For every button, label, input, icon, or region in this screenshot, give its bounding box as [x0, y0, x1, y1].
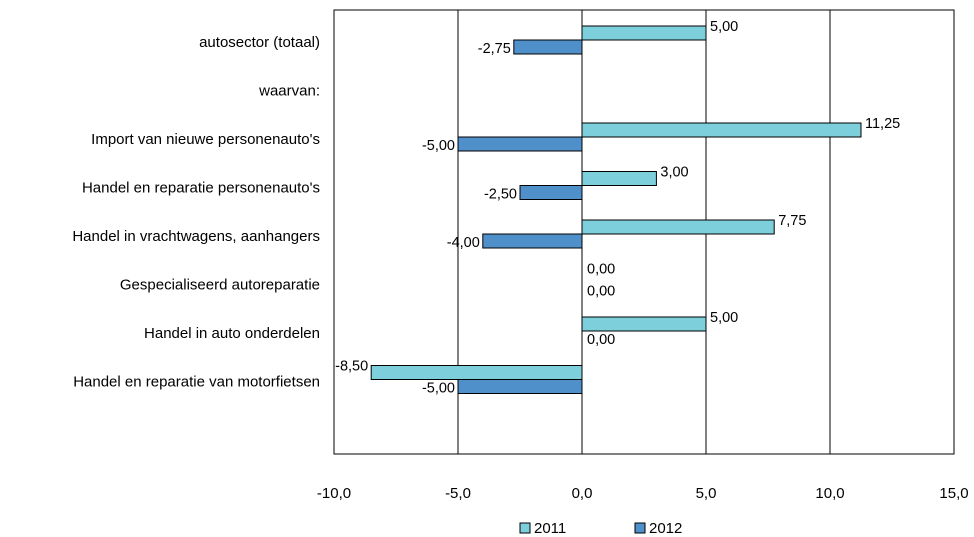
data-label: -5,00 — [422, 381, 455, 397]
data-label: -5,00 — [422, 138, 455, 154]
bar-2011 — [581, 25, 707, 41]
bar-2011 — [581, 122, 862, 138]
x-tick-label: 5,0 — [696, 485, 717, 502]
data-label: 0,00 — [587, 262, 615, 278]
legend-label: 2011 — [534, 520, 566, 537]
bars — [370, 25, 862, 394]
x-tick-label: -5,0 — [445, 485, 471, 502]
category-label: Import van nieuwe personenauto's — [91, 131, 320, 148]
x-tick-label: 10,0 — [815, 485, 844, 502]
category-label: waarvan: — [258, 83, 320, 100]
data-label: 11,25 — [865, 116, 900, 132]
bar-2011 — [370, 365, 583, 380]
bar-2012 — [457, 136, 583, 152]
category-label: Handel en reparatie personenauto's — [82, 180, 320, 197]
category-labels: autosector (totaal) waarvan: Import van ni… — [72, 34, 320, 391]
category-label: Handel in auto onderdelen — [144, 325, 320, 342]
data-label: 0,00 — [587, 332, 615, 348]
data-label: -8,50 — [335, 359, 368, 375]
bar-2011 — [581, 219, 775, 235]
data-label: 5,00 — [710, 310, 738, 326]
x-tick-label: 15,0 — [939, 485, 968, 502]
legend-swatch — [519, 522, 531, 534]
x-tick-label: -10,0 — [317, 485, 351, 502]
category-label: Handel en reparatie van motorfietsen — [73, 374, 320, 391]
x-tick-label: 0,0 — [572, 485, 593, 502]
legend: 2011 2012 — [519, 520, 682, 537]
bar-2012 — [513, 39, 583, 55]
plot-frame — [333, 9, 955, 455]
value-labels: 5,00 11,25 3,00 7,75 0,00 5,00 -8,50 -2,75 -5,00… — [335, 19, 900, 397]
bar-2011 — [581, 171, 657, 186]
data-label: -2,50 — [484, 187, 517, 203]
legend-label: 2012 — [649, 520, 682, 537]
bar-2012 — [519, 185, 583, 200]
data-label: 5,00 — [710, 19, 738, 35]
data-label: 3,00 — [660, 165, 688, 181]
category-label: Gespecialiseerd autoreparatie — [120, 277, 320, 294]
data-label: -4,00 — [447, 235, 480, 251]
category-label: Handel in vrachtwagens, aanhangers — [72, 228, 320, 245]
bar-2011 — [581, 316, 707, 332]
x-tick-labels: -10,0 -5,0 0,0 5,0 10,0 15,0 — [317, 485, 969, 502]
data-label: -2,75 — [478, 41, 511, 57]
legend-swatch — [634, 522, 646, 534]
bar-2012 — [482, 233, 583, 249]
bar-2012 — [457, 379, 583, 394]
data-label: 7,75 — [778, 213, 806, 229]
category-label: autosector (totaal) — [199, 34, 320, 51]
data-label: 0,00 — [587, 284, 615, 300]
